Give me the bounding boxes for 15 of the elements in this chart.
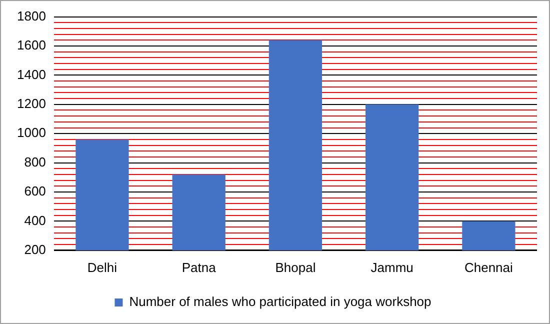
y-tick-label: 1400 [17,66,46,82]
y-tick-label: 1200 [17,96,46,111]
legend-label: Number of males who participated in yoga workshop [129,294,432,310]
y-tick-label: 1800 [17,8,46,24]
x-tick-label: Jammu [370,260,414,275]
y-tick-label: 600 [24,184,46,199]
x-tick-label: Delhi [87,260,118,275]
y-tick-label: 1000 [17,125,46,140]
y-tick-label: 200 [24,242,46,257]
x-tick-label: Patna [182,260,217,275]
y-tick-label: 1600 [17,38,46,53]
y-tick-label: 800 [24,154,46,170]
y-tick-label: 400 [24,212,46,228]
x-tick-label: Chennai [464,260,514,275]
x-tick-label: Bhopal [275,260,316,275]
